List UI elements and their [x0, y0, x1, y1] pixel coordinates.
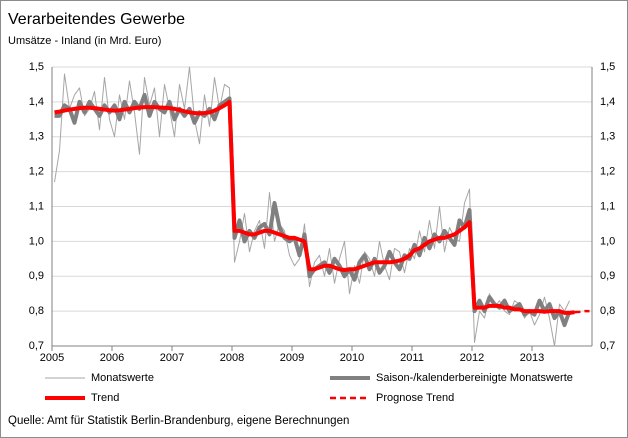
y-tick-label: 1,1 [29, 200, 44, 212]
x-tick-label: 2011 [400, 352, 424, 364]
series-line [54, 99, 575, 315]
y2-tick-label: 1,2 [600, 166, 615, 178]
chart-subtitle: Umsätze - Inland (in Mrd. Euro) [8, 35, 161, 47]
x-tick-label: 2013 [520, 352, 544, 364]
legend-label: Saison-/kalenderbereinigte Monatswerte [376, 372, 573, 384]
x-tick-label: 2006 [100, 352, 124, 364]
legend-label: Monatswerte [91, 372, 154, 384]
y2-tick-label: 1,1 [600, 200, 615, 212]
series-line [574, 309, 590, 314]
x-tick-label: 2007 [160, 352, 184, 364]
y-tick-label: 1,3 [29, 131, 44, 143]
y-tick-label: 1,2 [29, 166, 44, 178]
legend-label: Prognose Trend [376, 392, 454, 404]
chart-title: Verarbeitendes Gewerbe [8, 11, 185, 28]
y2-tick-label: 0,7 [600, 340, 615, 352]
x-tick-label: 2012 [460, 352, 484, 364]
x-tick-label: 2010 [340, 352, 364, 364]
y-tick-label: 0,7 [29, 340, 44, 352]
y2-tick-label: 1,4 [600, 96, 615, 108]
y2-tick-label: 0,9 [600, 270, 615, 282]
x-tick-label: 2008 [220, 352, 244, 364]
y-tick-label: 0,9 [29, 270, 44, 282]
y-tick-label: 1,0 [29, 235, 44, 247]
y-tick-label: 1,5 [29, 61, 44, 73]
source: Quelle: Amt für Statistik Berlin-Branden… [8, 415, 349, 427]
x-tick-label: 2005 [40, 352, 64, 364]
y-tick-label: 0,8 [29, 305, 44, 317]
y2-tick-label: 1,5 [600, 61, 615, 73]
y-tick-label: 1,4 [29, 96, 44, 108]
y2-tick-label: 1,0 [600, 235, 615, 247]
y2-tick-label: 1,3 [600, 131, 615, 143]
legend-label: Trend [91, 392, 119, 404]
x-tick-label: 2009 [280, 352, 304, 364]
y2-tick-label: 0,8 [600, 305, 615, 317]
